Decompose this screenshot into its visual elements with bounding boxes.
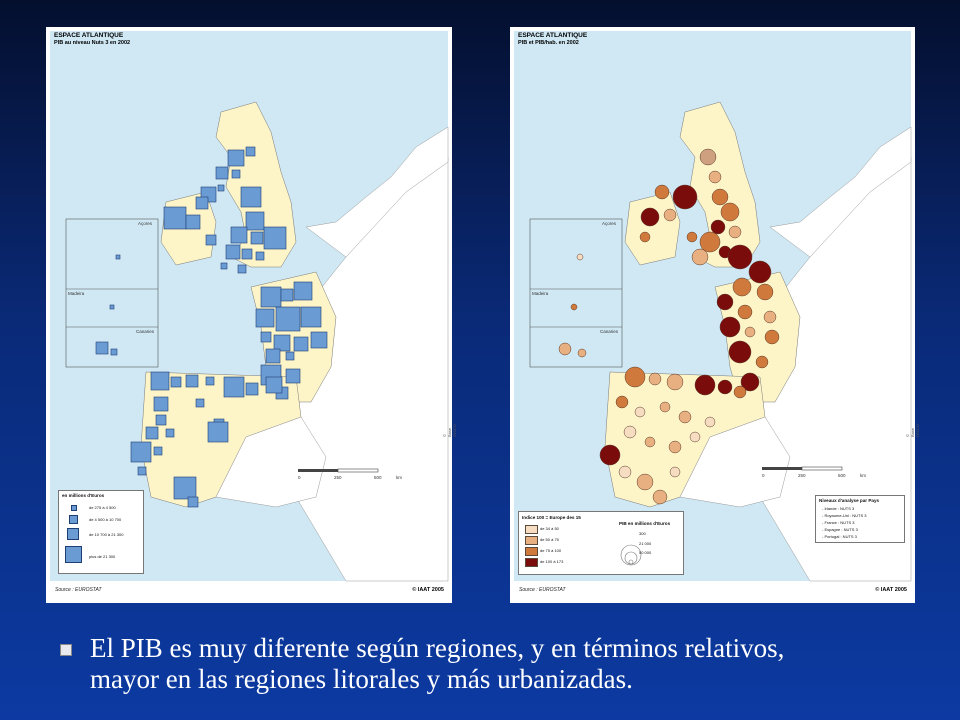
index-swatch-2: [525, 536, 538, 545]
map-canvas-left: [50, 31, 449, 582]
index-swatch-3: [525, 547, 538, 556]
legend-row-2: de 4 500 à 10 700: [89, 517, 122, 522]
copyright: © IAAT 2005: [875, 587, 907, 593]
analysis-levels-legend: Niveaux d'analyse par Pays - Irlande : N…: [815, 495, 905, 543]
legend-row-4: plus de 21 300: [89, 554, 116, 559]
gdp-per-capita-map: ESPACE ATLANTIQUE PIB et PIB/hab. en 200…: [510, 27, 920, 603]
map-canvas-right: [514, 31, 912, 582]
scale-label-unit: km: [860, 473, 866, 478]
scale-label-250: 250: [334, 475, 342, 480]
index-swatch-4: [525, 558, 538, 567]
scale-label-0: 0: [298, 475, 301, 480]
gdp-squares-map: ESPACE ATLANTIQUE PIB au niveau Nuts 3 e…: [46, 27, 457, 603]
levels-title: Niveaux d'analyse par Pays: [819, 498, 880, 503]
index-row-3: de 75 à 100: [540, 548, 562, 553]
levels-row-5: - Portugal : NUTS 3: [822, 534, 857, 539]
legend-title: en millions d'Euros: [62, 493, 105, 498]
inset-label-madeira: Madeira: [532, 291, 549, 296]
inset-label-azores: Açores: [602, 221, 617, 226]
inset-label-canaries: Canaries: [600, 329, 619, 334]
map-title: ESPACE ATLANTIQUE: [54, 32, 124, 39]
scale-bar: 0 250 500 km: [762, 465, 882, 483]
inset-label-madeira: Madeira: [68, 291, 85, 296]
bullet-text-line-2: mayor en las regiones litorales y más ur…: [90, 664, 633, 694]
bullet-text-line-1: El PIB es muy diferente según regiones, …: [90, 633, 785, 663]
levels-row-1: - Irlande : NUTS 3: [822, 506, 855, 511]
legend-row-3: de 10 700 à 21 300: [89, 532, 124, 537]
copyright: © IAAT 2005: [412, 587, 444, 593]
scale-label-250: 250: [798, 473, 806, 478]
index-swatch-1: [525, 525, 538, 534]
data-credit: © Base GISCO: [905, 424, 920, 437]
inset-label-azores: Açores: [138, 221, 153, 226]
legend-swatch-1: [71, 505, 77, 511]
map-subtitle: PIB et PIB/hab. en 2002: [518, 40, 579, 46]
source-note: Source : EUROSTAT: [55, 587, 102, 593]
scale-label-500: 500: [374, 475, 382, 480]
bullet-square-icon: [60, 644, 72, 656]
source-note: Source : EUROSTAT: [519, 587, 566, 593]
inset-label-canaries: Canaries: [136, 329, 155, 334]
gdp-index-legend: Indice 100 = Europe des 15 de 34 à 50 de…: [518, 511, 684, 575]
scale-label-500: 500: [838, 473, 846, 478]
index-row-2: de 50 à 75: [540, 537, 559, 542]
index-legend-title: Indice 100 = Europe des 15: [522, 515, 581, 520]
pib-legend-title: PIB en millions d'Euros: [619, 521, 671, 526]
pib-circle-sizes: [620, 544, 642, 566]
scale-label-unit: km: [396, 475, 402, 480]
map-subtitle: PIB au niveau Nuts 3 en 2002: [54, 40, 131, 46]
data-credit: © Base GISCO: [442, 424, 457, 437]
map-title: ESPACE ATLANTIQUE: [518, 32, 588, 39]
legend-swatch-4: [65, 546, 82, 563]
pib-value-medium: 21 000: [639, 541, 652, 546]
index-row-4: de 100 à 173: [540, 559, 564, 564]
levels-row-3: - France : NUTS 3: [822, 520, 855, 525]
levels-row-2: - Royaume-Uni : NUTS 3: [822, 513, 867, 518]
legend-row-1: de 275 à 4 500: [89, 505, 116, 510]
gdp-legend: en millions d'Euros de 275 à 4 500 de 4 …: [58, 490, 144, 574]
pib-value-large: 50 000: [639, 550, 652, 555]
scale-bar: 0 250 500 km: [298, 467, 418, 485]
scale-label-0: 0: [762, 473, 765, 478]
legend-swatch-2: [69, 515, 78, 524]
levels-row-4: - Espagne : NUTS 3: [822, 527, 858, 532]
legend-swatch-3: [67, 528, 79, 540]
pib-value-small: 300: [639, 531, 646, 536]
bullet-point: El PIB es muy diferente según regiones, …: [60, 633, 934, 695]
index-row-1: de 34 à 50: [540, 526, 559, 531]
